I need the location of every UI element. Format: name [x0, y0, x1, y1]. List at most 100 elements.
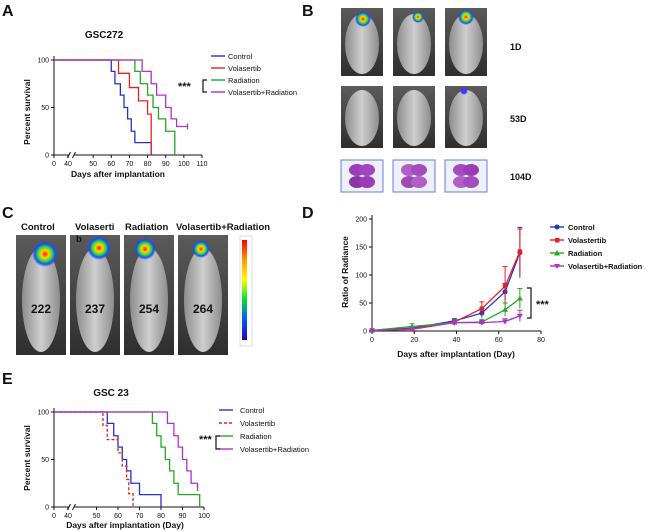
mouse-image-b-2-3 [445, 86, 487, 148]
mouse-image-b-1-2 [393, 8, 435, 76]
chart-d-series-combo-point [502, 319, 509, 325]
chart-a-axis-break-mark [72, 151, 76, 159]
chart-e-xtick-label: 40 [64, 513, 72, 520]
chart-e-ylabel: Percent survival [22, 425, 32, 491]
mouse-image-c-combo: 264 [178, 235, 228, 355]
chart-a-xtick-label: 90 [162, 161, 170, 168]
panel-c-label-volasertib: Volaserti [75, 222, 114, 233]
panel-c-label-radiation: Radiation [125, 222, 168, 233]
chart-a-series-combo-line [54, 59, 188, 128]
chart-e-xtick-label: 0 [52, 513, 56, 520]
legend-a-combo-label: Volasertib+Radiation [228, 88, 297, 97]
legend-d-control-marker [554, 224, 560, 230]
chart-e-series-radiation-line [54, 411, 201, 507]
chart-e-xtick-label: 90 [179, 513, 187, 520]
chart-e-xtick-label: 100 [198, 513, 210, 520]
chart-a-xtick-label: 40 [64, 161, 72, 168]
chart-d-series-radiation-point [516, 295, 523, 301]
chart-e-xtick-label: 50 [93, 513, 101, 520]
mouse-value-control: 222 [31, 302, 51, 316]
day-label-104d: 104D [510, 172, 532, 182]
chart-d-ytick-label: 200 [355, 217, 367, 224]
mouse-image-b-1-3 [445, 8, 487, 76]
legend-e-radiation-label: Radiation [240, 432, 272, 441]
chart-a-xtick-label: 80 [144, 161, 152, 168]
survival-chart-gsc272: GSC272 0 50 100 0 40 50 60 70 80 90 100 110 Days af… [22, 30, 297, 179]
chart-a-xtick-label: 50 [89, 161, 97, 168]
chart-d-xtick-label: 20 [410, 337, 418, 344]
chart-e-legend: Control Volastertib Radiation Volasertib… [219, 406, 309, 454]
panel-c-imaging: Control Volaserti Radiation Volasertib+R… [16, 222, 270, 355]
chart-d-series-combo-point [451, 320, 458, 326]
chart-a-ytick-label: 50 [41, 105, 49, 112]
legend-a-control-label: Control [228, 52, 253, 61]
legend-d-combo-label: Volasertib+Radiation [568, 262, 643, 271]
chart-d-plot-area: 0 50 100 150 200 0 20 40 60 80 [355, 215, 545, 344]
chart-a-series-volasertib-line [54, 59, 152, 155]
panel-c-label-volasertib-suffix: b [76, 234, 82, 245]
chart-e-xtick-label: 70 [136, 513, 144, 520]
chart-d-xtick-label: 60 [495, 337, 503, 344]
chart-d-significance: *** [536, 299, 550, 311]
panel-label-c: C [2, 205, 14, 222]
panel-label-a: A [2, 3, 14, 20]
panel-label-d: D [302, 205, 314, 222]
legend-d-radiation-label: Radiation [568, 249, 603, 258]
legend-d-volasertib-label: Volastertib [568, 236, 607, 245]
chart-d-ytick-label: 50 [359, 301, 367, 308]
chart-d-xlabel: Days after implantation (Day) [397, 349, 515, 359]
mouse-image-c-control: 222 [16, 235, 66, 355]
chart-d-series-volasertib-point [502, 284, 508, 289]
chart-a-title: GSC272 [85, 30, 124, 41]
legend-e-volasertib-label: Volastertib [240, 419, 275, 428]
chart-d-ytick-label: 150 [355, 245, 367, 252]
chart-d-series-volasertib-line [371, 251, 521, 332]
legend-d-combo-marker [554, 264, 560, 269]
mouse-image-b-2-2 [393, 86, 435, 148]
chart-e-significance: *** [199, 434, 213, 446]
chart-a-significance: *** [178, 81, 192, 93]
chart-e-axis-break-gap [68, 503, 75, 511]
panel-c-label-combo: Volasertib+Radiation [176, 222, 270, 233]
mouse-value-volasertib: 237 [85, 302, 105, 316]
day-label-1d: 1D [510, 42, 522, 52]
chart-e-ytick-label: 0 [45, 505, 49, 512]
legend-d-volasertib-marker [555, 238, 560, 243]
chart-a-xtick-label: 70 [126, 161, 134, 168]
chart-d-legend: Control Volastertib Radiation Volasertib… [550, 223, 643, 271]
chart-d-series-combo-line [371, 315, 521, 332]
chart-e-xlabel: Days after implantation (Day) [66, 520, 184, 530]
chart-a-sig-bracket [202, 79, 207, 93]
mouse-value-radiation: 254 [139, 302, 159, 316]
chart-d-series-control-line [371, 252, 521, 332]
radiance-ratio-chart: 0 50 100 150 200 0 20 40 60 80 Days after implant… [340, 215, 643, 359]
legend-e-control-label: Control [240, 406, 265, 415]
panel-label-b: B [302, 3, 314, 20]
chart-d-series-volasertib-point [517, 249, 523, 254]
brain-image-b-3-3 [444, 159, 488, 193]
mouse-image-c-volasertib: b 237 [70, 234, 120, 355]
chart-e-xtick-label: 80 [157, 513, 165, 520]
mouse-value-combo: 264 [193, 302, 213, 316]
chart-a-series-control-line [54, 59, 152, 155]
day-label-53d: 53D [510, 114, 527, 124]
chart-d-series-radiation-point [502, 306, 509, 312]
chart-d-series-combo-point [478, 320, 485, 326]
panel-c-label-control: Control [21, 222, 55, 233]
mouse-image-c-radiation: 254 [124, 235, 174, 355]
chart-d-xtick-label: 0 [370, 337, 374, 344]
chart-a-xlabel: Days after implantation [71, 169, 165, 179]
radiance-scale-bar [239, 235, 253, 347]
brain-image-b-3-1 [340, 159, 384, 193]
chart-d-sig-bracket [527, 287, 532, 319]
panel-label-e: E [2, 371, 13, 388]
chart-d-series-radiation-point [409, 323, 416, 329]
legend-a-volasertib-label: Volasertib [228, 64, 261, 73]
chart-a-xtick-label: 110 [196, 161, 207, 168]
chart-e-series-combo-line [54, 411, 199, 488]
legend-e-combo-label: Volasertib+Radiation [240, 445, 309, 454]
chart-e-ytick-label: 50 [41, 457, 49, 464]
legend-d-radiation-marker [554, 250, 560, 256]
chart-e-title: GSC 23 [93, 388, 129, 399]
